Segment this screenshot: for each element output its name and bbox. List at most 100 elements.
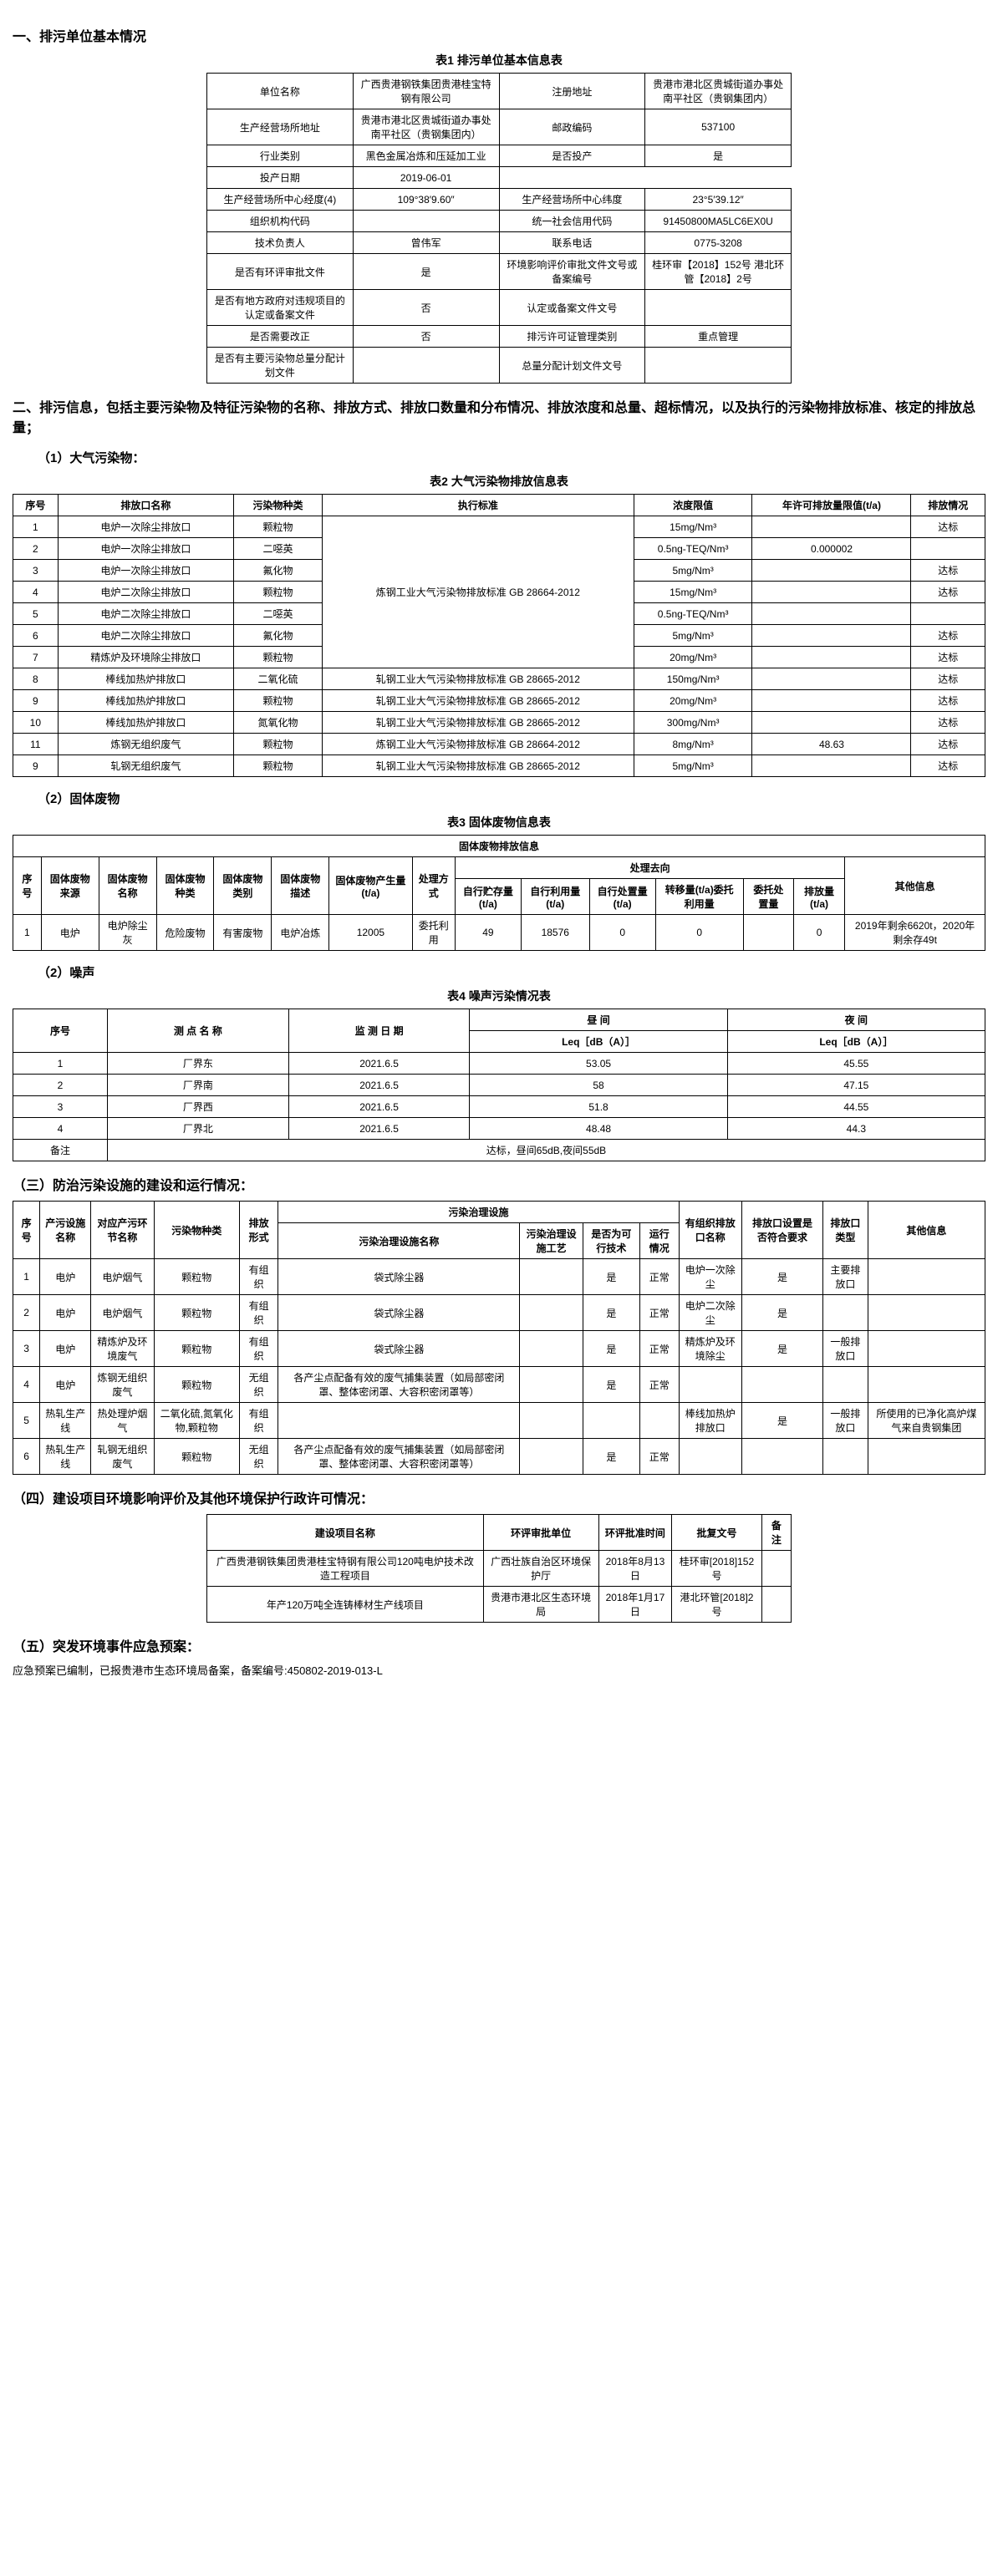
table-row: 年产120万吨全连铸棒材生产线项目贵港市港北区生态环境局2018年1月17日港北… xyxy=(207,1587,792,1623)
cell: 300mg/Nm³ xyxy=(634,712,752,734)
cell xyxy=(752,690,911,712)
header-cell: Leq［dB（A）］ xyxy=(727,1031,985,1053)
cell: 5 xyxy=(13,1403,40,1439)
cell: 2021.6.5 xyxy=(288,1118,470,1140)
cell xyxy=(752,668,911,690)
header-cell: 监 测 日 期 xyxy=(288,1009,470,1053)
cell: 危险废物 xyxy=(156,915,214,951)
t3-caption2: 固体废物排放信息 xyxy=(13,836,985,857)
cell: 是 xyxy=(645,145,792,167)
cell: 备注 xyxy=(13,1140,108,1161)
cell xyxy=(752,582,911,603)
cell xyxy=(911,538,985,560)
cell: 91450800MA5LC6EX0U xyxy=(645,211,792,232)
cell: 6 xyxy=(13,625,59,647)
cell: 2 xyxy=(13,538,59,560)
cell xyxy=(752,755,911,777)
header-cell: 自行贮存量(t/a) xyxy=(455,879,521,915)
table-row: 1电炉电炉烟气颗粒物有组织袋式除尘器是正常电炉一次除尘是主要排放口 xyxy=(13,1259,985,1295)
table-row: 3电炉精炼炉及环境废气颗粒物有组织袋式除尘器是正常精炼炉及环境除尘是一般排放口 xyxy=(13,1331,985,1367)
cell: 氟化物 xyxy=(234,560,323,582)
cell: 曾伟军 xyxy=(353,232,499,254)
cell: 2021.6.5 xyxy=(288,1053,470,1075)
table5-facilities: 序号产污设施名称对应产污环节名称污染物种类排放形式污染治理设施有组织排放口名称排… xyxy=(13,1201,985,1475)
header-cell: 转移量(t/a)委托利用量 xyxy=(655,879,743,915)
header-cell: 固体废物类别 xyxy=(214,857,272,915)
cell: 重点管理 xyxy=(645,326,792,348)
cell: 44.55 xyxy=(727,1096,985,1118)
cell: 颗粒物 xyxy=(154,1367,239,1403)
cell xyxy=(353,211,499,232)
cell xyxy=(741,1367,822,1403)
cell: 正常 xyxy=(639,1259,679,1295)
table-row: 是否有主要污染物总量分配计划文件总量分配计划文件文号 xyxy=(207,348,792,384)
cell: 是否有环评审批文件 xyxy=(207,254,354,290)
cell: 颗粒物 xyxy=(234,582,323,603)
cell: 电炉烟气 xyxy=(91,1295,154,1331)
cell: 精炼炉及环境除尘 xyxy=(679,1331,741,1367)
cell: 2019-06-01 xyxy=(353,167,499,189)
header-cell: 环评批准时间 xyxy=(598,1515,672,1551)
section-2-title: 二、排污信息，包括主要污染物及特征污染物的名称、排放方式、排放口数量和分布情况、… xyxy=(13,396,985,436)
cell xyxy=(822,1367,868,1403)
header-cell: 序号 xyxy=(13,495,59,516)
cell: 联系电话 xyxy=(499,232,645,254)
cell: 44.3 xyxy=(727,1118,985,1140)
cell: 技术负责人 xyxy=(207,232,354,254)
cell: 厂界南 xyxy=(107,1075,288,1096)
cell: 是 xyxy=(583,1367,639,1403)
cell: 排污许可证管理类别 xyxy=(499,326,645,348)
cell xyxy=(752,516,911,538)
cell: 桂环审[2018]152号 xyxy=(672,1551,761,1587)
cell: 2018年8月13日 xyxy=(598,1551,672,1587)
table-row: 10棒线加热炉排放口氮氧化物轧钢工业大气污染物排放标准 GB 28665-201… xyxy=(13,712,985,734)
cell: 正常 xyxy=(639,1331,679,1367)
table2-caption: 表2 大气污染物排放信息表 xyxy=(13,473,985,490)
cell: 精炼炉及环境废气 xyxy=(91,1331,154,1367)
cell: 5mg/Nm³ xyxy=(634,755,752,777)
table6-eia: 建设项目名称环评审批单位环评批准时间批复文号备注广西贵港钢铁集团贵港桂宝特钢有限… xyxy=(206,1514,792,1623)
cell: 45.55 xyxy=(727,1053,985,1075)
header-cell: 处理方式 xyxy=(412,857,455,915)
cell xyxy=(752,560,911,582)
cell: 1 xyxy=(13,516,59,538)
cell: 热轧生产线 xyxy=(40,1403,91,1439)
cell: 11 xyxy=(13,734,59,755)
cell xyxy=(743,915,793,951)
cell xyxy=(645,290,792,326)
header-cell: 序号 xyxy=(13,1009,108,1053)
header-cell: 其他信息 xyxy=(845,857,985,915)
table-row: 9棒线加热炉排放口颗粒物轧钢工业大气污染物排放标准 GB 28665-20122… xyxy=(13,690,985,712)
cell: 是 xyxy=(741,1403,822,1439)
cell: 0 xyxy=(655,915,743,951)
cell xyxy=(679,1367,741,1403)
cell xyxy=(761,1587,791,1623)
cell: 20mg/Nm³ xyxy=(634,690,752,712)
cell: 达标 xyxy=(911,625,985,647)
cell: 氟化物 xyxy=(234,625,323,647)
cell: 生产经营场所中心经度(4) xyxy=(207,189,354,211)
cell: 颗粒物 xyxy=(154,1439,239,1475)
header-cell: 排放形式 xyxy=(239,1202,278,1259)
header-cell: 排放口类型 xyxy=(822,1202,868,1259)
cell: 组织机构代码 xyxy=(207,211,354,232)
cell: 无组织 xyxy=(239,1439,278,1475)
cell: 电炉一次除尘排放口 xyxy=(58,516,233,538)
emergency-text: 应急预案已编制，已报贵港市生态环境局备案，备案编号:450802-2019-01… xyxy=(13,1662,985,1678)
cell: 有组织 xyxy=(239,1403,278,1439)
cell: 2021.6.5 xyxy=(288,1075,470,1096)
cell: 年产120万吨全连铸棒材生产线项目 xyxy=(207,1587,484,1623)
cell: 轧钢无组织废气 xyxy=(58,755,233,777)
cell: 8 xyxy=(13,668,59,690)
cell: 达标 xyxy=(911,560,985,582)
cell: 电炉烟气 xyxy=(91,1259,154,1295)
table-row: 技术负责人曾伟军联系电话0775-3208 xyxy=(207,232,792,254)
header-cell: 测 点 名 称 xyxy=(107,1009,288,1053)
cell: 二氧化硫,氮氧化物,颗粒物 xyxy=(154,1403,239,1439)
cell: 达标 xyxy=(911,690,985,712)
cell xyxy=(868,1439,985,1475)
cell: 颗粒物 xyxy=(154,1295,239,1331)
section-3-title: （三）防治污染设施的建设和运行情况： xyxy=(13,1174,985,1194)
cell: 2021.6.5 xyxy=(288,1096,470,1118)
cell xyxy=(520,1439,583,1475)
